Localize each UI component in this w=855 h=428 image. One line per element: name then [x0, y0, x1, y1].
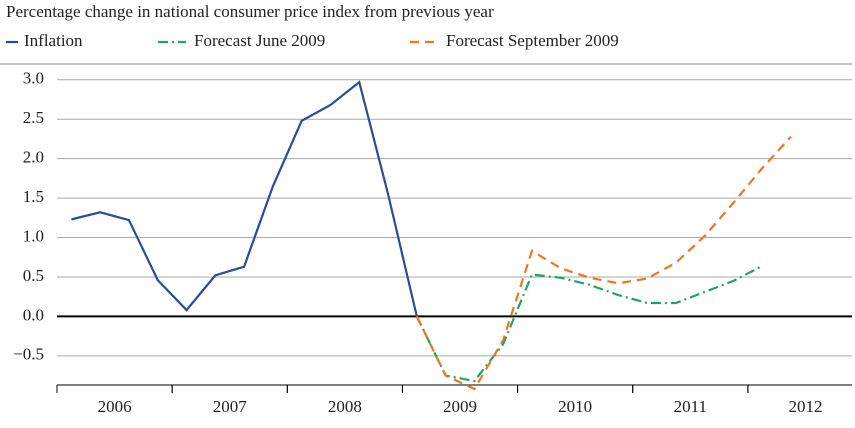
legend-label: Forecast September 2009 [446, 31, 619, 50]
x-tick-label: 2011 [674, 397, 707, 416]
line-series [415, 135, 792, 391]
y-tick-label: 1.5 [23, 187, 44, 206]
y-tick-label: 0.5 [23, 266, 44, 285]
chart-title: Percentage change in national consumer p… [6, 2, 494, 21]
legend-label: Forecast June 2009 [194, 31, 325, 50]
y-tick-label: 1.0 [23, 226, 44, 245]
line-series [415, 264, 763, 383]
legend-label: Inflation [24, 31, 83, 50]
y-tick-label: 2.0 [23, 148, 44, 167]
y-tick-label: −0.5 [13, 345, 44, 364]
x-tick-label: 2012 [788, 397, 822, 416]
x-tick-label: 2009 [443, 397, 477, 416]
x-tick-label: 2007 [213, 397, 248, 416]
x-tick-label: 2008 [328, 397, 362, 416]
y-tick-label: 0.0 [23, 305, 44, 324]
line-series [71, 80, 418, 317]
x-tick-label: 2010 [558, 397, 592, 416]
y-tick-label: 2.5 [23, 108, 44, 127]
y-tick-label: 3.0 [23, 69, 44, 88]
x-tick-label: 2006 [98, 397, 132, 416]
